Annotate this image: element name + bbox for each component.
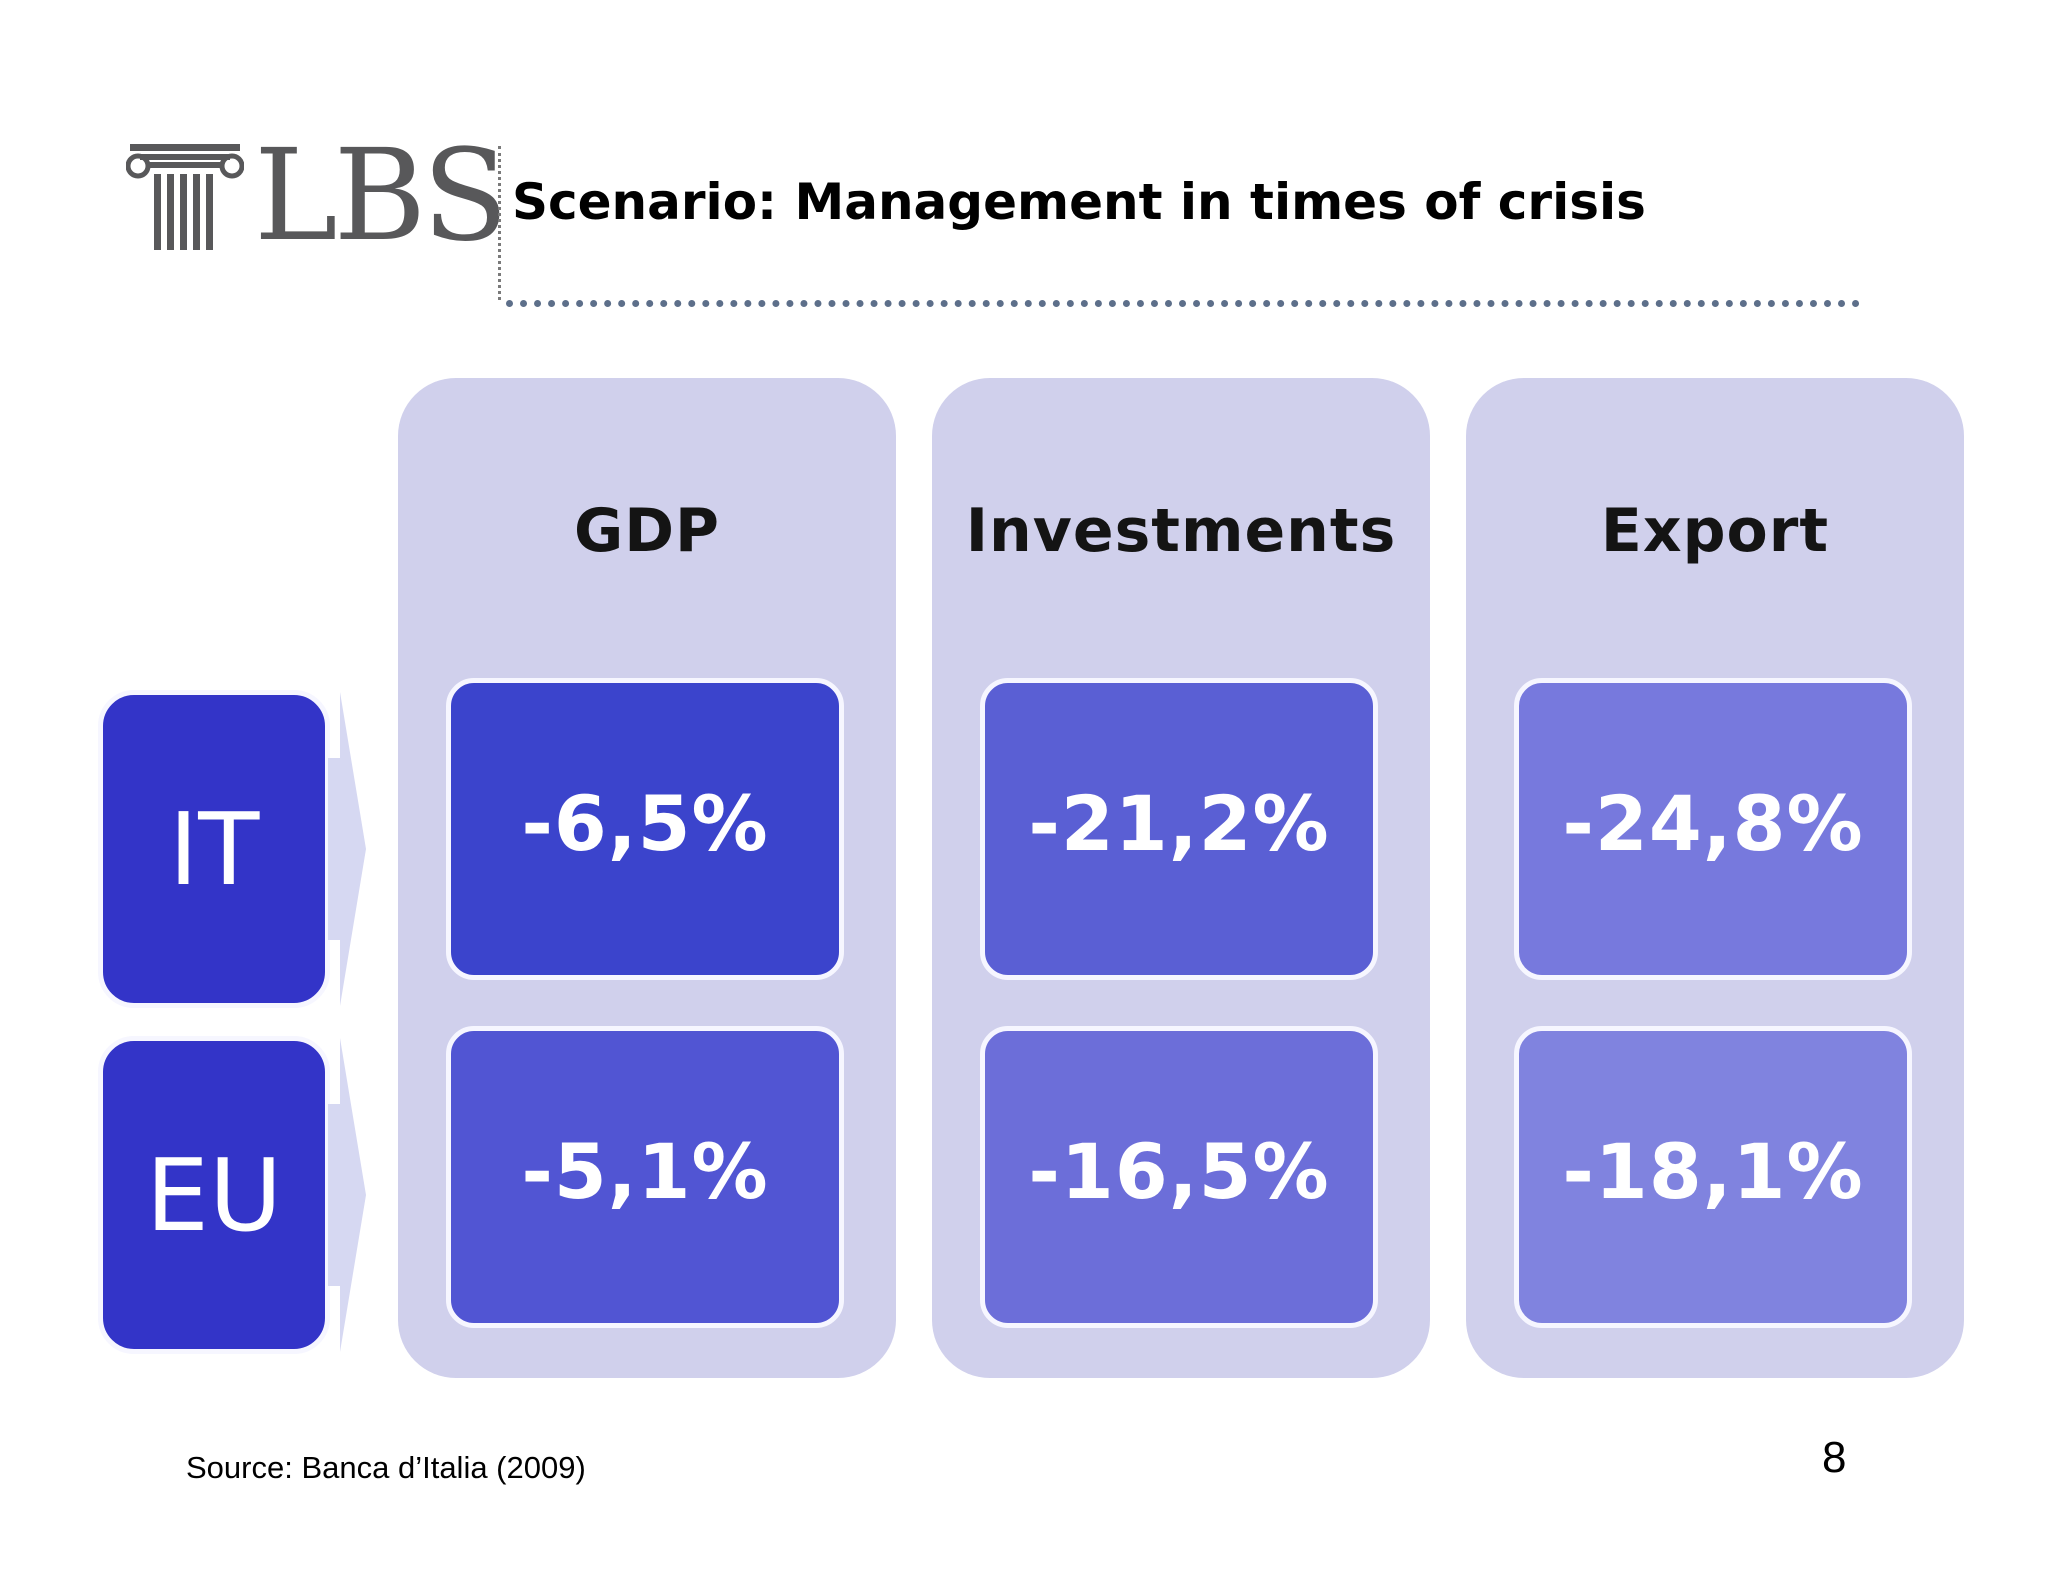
column-gdp: GDP -6,5% -5,1%: [398, 378, 896, 1378]
cell-eu-export: -18,1%: [1514, 1026, 1912, 1328]
column-header-investments: Investments: [965, 496, 1397, 566]
cell-value: -24,8%: [1562, 778, 1864, 868]
cell-it-gdp: -6,5%: [446, 678, 844, 980]
row-label-eu: EU: [98, 1036, 330, 1354]
ionic-column-icon: [126, 144, 244, 250]
cell-eu-gdp: -5,1%: [446, 1026, 844, 1328]
chevron-arrow-icon: [328, 1038, 366, 1352]
cell-value: -6,5%: [521, 778, 769, 868]
cell-value: -18,1%: [1562, 1126, 1864, 1216]
lbs-logo: LBS: [126, 126, 509, 266]
cell-value: -21,2%: [1028, 778, 1330, 868]
column-export: Export -24,8% -18,1%: [1466, 378, 1964, 1378]
cell-it-investments: -21,2%: [980, 678, 1378, 980]
row-label-it: IT: [98, 690, 330, 1008]
header-vertical-divider: [498, 146, 501, 300]
cell-eu-investments: -16,5%: [980, 1026, 1378, 1328]
cell-value: -5,1%: [521, 1126, 769, 1216]
page-number: 8: [1822, 1433, 1847, 1482]
column-investments: Investments -21,2% -16,5%: [932, 378, 1430, 1378]
logo-wordmark: LBS: [254, 122, 509, 269]
slide-title: Scenario: Management in times of crisis: [512, 173, 1646, 231]
cell-value: -16,5%: [1028, 1126, 1330, 1216]
cell-it-export: -24,8%: [1514, 678, 1912, 980]
source-note: Source: Banca d’Italia (2009): [186, 1450, 586, 1485]
column-header-gdp: GDP: [573, 496, 721, 566]
chevron-arrow-icon: [328, 692, 366, 1006]
header-horizontal-divider: [506, 300, 1860, 307]
column-header-export: Export: [1600, 496, 1830, 566]
